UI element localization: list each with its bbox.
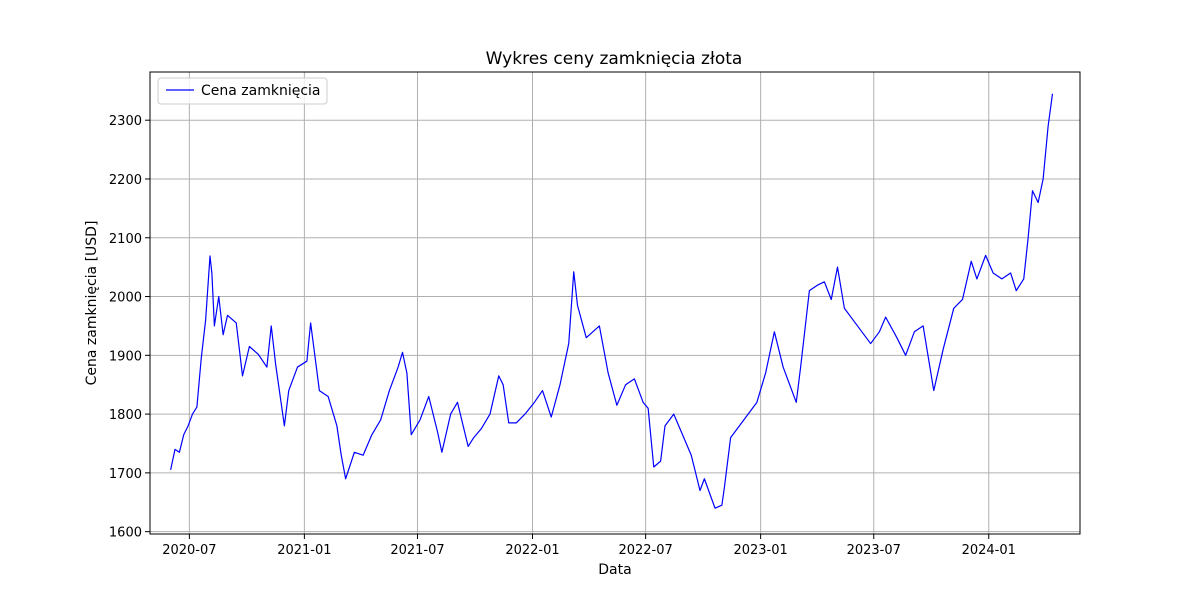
series-line-closing-price bbox=[170, 93, 1054, 509]
legend: Cena zamknięcia bbox=[157, 77, 328, 105]
series-layer bbox=[170, 93, 1054, 509]
y-tick-label: 1800 bbox=[109, 408, 142, 423]
y-axis-label: Cena zamknięcia [USD] bbox=[84, 221, 100, 386]
plot-area-frame bbox=[149, 71, 1081, 535]
x-tick-label: 2022-07 bbox=[618, 543, 672, 558]
legend-box bbox=[157, 77, 328, 105]
y-axis-ticks: 1600 1700 1800 1900 2000 2100 2200 2300 bbox=[109, 114, 150, 541]
legend-entry-label: Cena zamknięcia bbox=[201, 83, 321, 99]
y-tick-label: 2200 bbox=[109, 173, 142, 188]
x-tick-label: 2020-07 bbox=[162, 543, 216, 558]
chart-title: Wykres ceny zamknięcia złota bbox=[486, 49, 743, 69]
y-tick-label: 1600 bbox=[109, 526, 142, 541]
y-tick-label: 2000 bbox=[109, 291, 142, 306]
y-tick-label: 2100 bbox=[109, 232, 142, 247]
y-tick-label: 1700 bbox=[109, 467, 142, 482]
y-tick-label: 2300 bbox=[109, 114, 142, 129]
x-tick-label: 2022-01 bbox=[505, 543, 559, 558]
x-axis-label: Data bbox=[598, 562, 631, 578]
x-axis-ticks: 2020-07 2021-01 2021-07 2022-01 2022-07 2023-… bbox=[162, 534, 1016, 558]
x-tick-label: 2021-07 bbox=[390, 543, 444, 558]
y-tick-label: 1900 bbox=[109, 349, 142, 364]
x-tick-label: 2021-01 bbox=[277, 543, 331, 558]
x-tick-label: 2024-01 bbox=[962, 543, 1016, 558]
x-tick-label: 2023-07 bbox=[847, 543, 901, 558]
x-tick-label: 2023-01 bbox=[733, 543, 787, 558]
grid-lines bbox=[150, 72, 1080, 534]
